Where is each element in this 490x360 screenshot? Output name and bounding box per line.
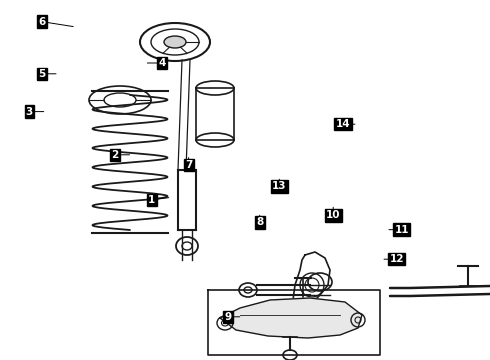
Text: 10: 10 (326, 210, 341, 220)
Ellipse shape (164, 36, 186, 48)
Text: 11: 11 (394, 225, 409, 235)
Text: 8: 8 (256, 217, 263, 228)
Polygon shape (220, 298, 362, 338)
Text: 3: 3 (26, 107, 33, 117)
Text: 12: 12 (390, 254, 404, 264)
Text: 6: 6 (38, 17, 45, 27)
Text: 1: 1 (148, 195, 155, 205)
Text: 14: 14 (336, 119, 350, 129)
Text: 5: 5 (38, 69, 45, 79)
Text: 4: 4 (158, 58, 166, 68)
Text: 2: 2 (112, 150, 119, 160)
Text: 7: 7 (185, 160, 193, 170)
Text: 9: 9 (224, 312, 231, 322)
Text: 13: 13 (272, 181, 287, 192)
